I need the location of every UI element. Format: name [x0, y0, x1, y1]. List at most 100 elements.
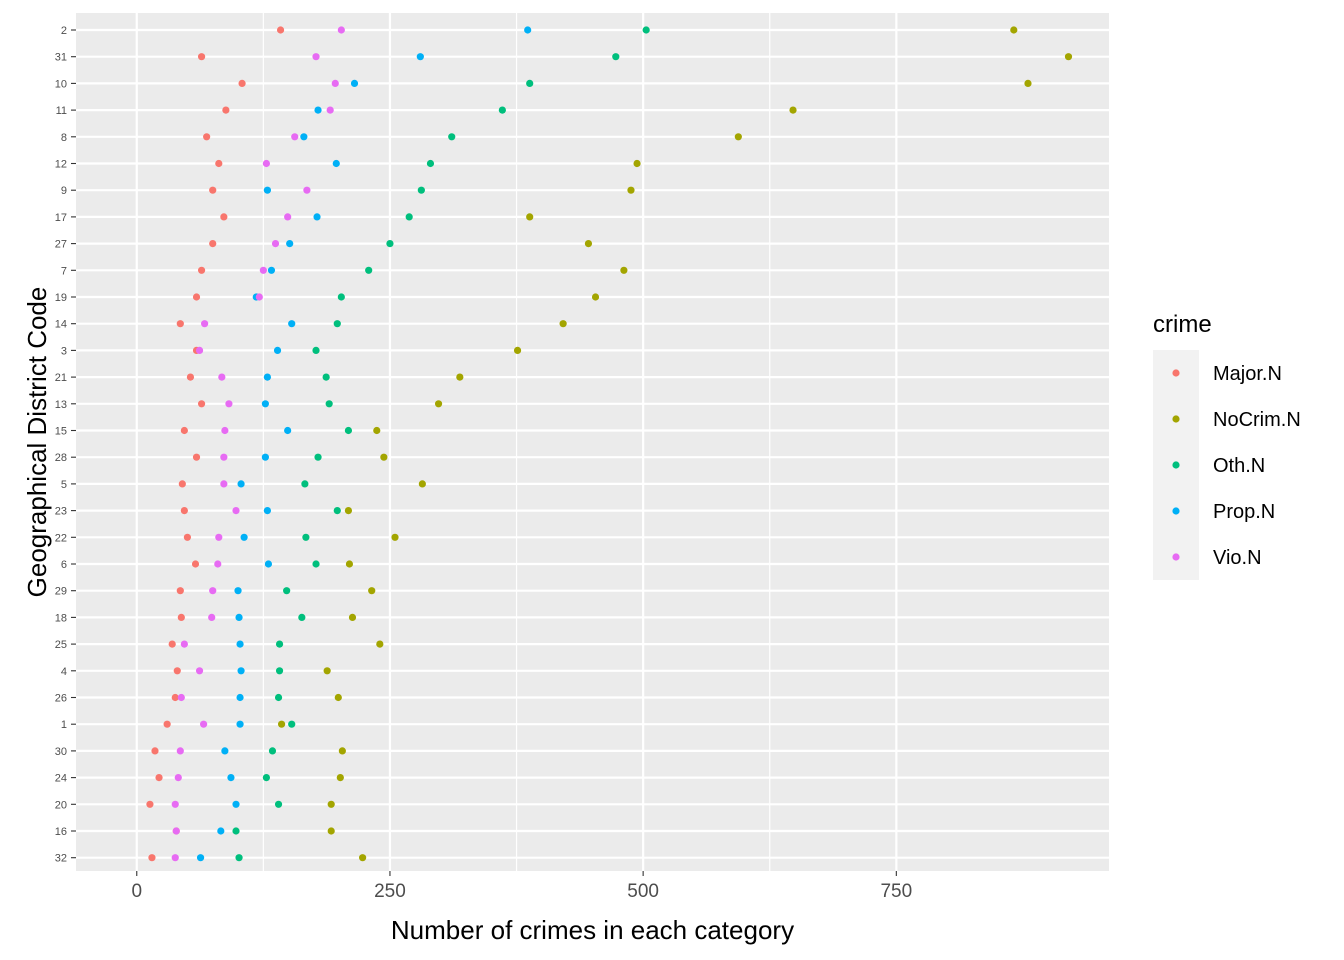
legend-key-major-n	[1172, 369, 1180, 377]
data-point	[222, 106, 230, 114]
data-point	[267, 266, 276, 274]
data-point	[209, 240, 217, 248]
data-point	[220, 453, 228, 461]
data-point	[220, 213, 228, 221]
data-point	[344, 426, 353, 435]
legend-key-nocrim-n	[1172, 415, 1180, 423]
data-point	[232, 507, 240, 515]
data-point	[218, 373, 226, 381]
data-point	[235, 613, 243, 622]
data-point	[220, 480, 228, 488]
data-point	[209, 186, 217, 194]
data-point	[214, 560, 222, 568]
data-point	[312, 53, 320, 61]
data-point	[215, 159, 223, 168]
data-point	[234, 587, 242, 595]
data-point	[426, 159, 435, 168]
data-point	[275, 640, 284, 648]
data-point	[312, 560, 320, 568]
data-point	[416, 53, 424, 61]
data-point	[171, 693, 179, 702]
data-point	[255, 293, 263, 301]
data-point	[146, 800, 154, 808]
data-point	[291, 133, 299, 141]
data-point	[271, 240, 280, 248]
data-point	[232, 800, 240, 808]
data-point	[418, 480, 426, 488]
y-tick-label: 30	[55, 746, 67, 758]
x-tick-label: 750	[880, 881, 912, 902]
data-point	[314, 453, 322, 461]
data-point	[1024, 79, 1032, 87]
data-point	[338, 747, 346, 755]
data-point	[197, 53, 206, 61]
data-point	[584, 240, 593, 248]
y-tick-label: 18	[55, 612, 67, 624]
data-point	[215, 533, 223, 541]
data-point	[1064, 53, 1073, 61]
data-point	[434, 400, 443, 408]
data-point	[201, 320, 209, 328]
data-point	[261, 453, 269, 461]
data-point	[620, 266, 628, 274]
data-point	[524, 26, 532, 34]
x-axis-ticks: 0 250 500 750	[131, 871, 912, 902]
data-point	[380, 453, 388, 461]
data-point	[264, 560, 273, 568]
y-tick-label: 21	[55, 372, 67, 384]
data-point	[183, 533, 192, 541]
data-point	[259, 266, 267, 274]
y-tick-label: 32	[55, 853, 67, 865]
data-point	[232, 827, 240, 835]
data-point	[217, 827, 225, 835]
data-point	[301, 480, 309, 488]
data-point	[386, 240, 394, 248]
data-point	[327, 827, 335, 835]
data-point	[284, 426, 292, 435]
minor-gridlines	[262, 13, 771, 871]
data-point	[633, 159, 641, 168]
data-point	[176, 320, 184, 328]
y-tick-label: 3	[61, 345, 67, 357]
data-point	[177, 613, 185, 622]
plot-panel	[76, 13, 1109, 871]
data-point	[642, 26, 650, 34]
data-point	[313, 213, 321, 221]
y-tick-label: 17	[55, 212, 67, 224]
data-point	[627, 186, 635, 194]
legend-key-prop-n	[1172, 507, 1180, 515]
data-point	[331, 79, 339, 87]
data-point	[283, 587, 291, 595]
y-tick-label: 1	[61, 719, 67, 731]
data-point	[262, 774, 270, 782]
data-point	[302, 533, 310, 541]
data-point	[174, 774, 182, 782]
data-point	[323, 667, 331, 675]
data-point	[263, 373, 272, 381]
y-tick-label: 25	[55, 639, 67, 651]
data-point	[208, 613, 216, 622]
data-point	[284, 213, 292, 221]
data-point	[180, 426, 188, 435]
data-point	[192, 293, 201, 301]
data-point	[196, 854, 205, 862]
data-point	[268, 747, 277, 755]
data-point	[180, 640, 188, 648]
data-point	[348, 613, 357, 622]
y-tick-label: 14	[55, 319, 67, 331]
data-point	[405, 213, 413, 221]
data-point	[333, 507, 341, 515]
data-point	[261, 400, 269, 408]
data-point	[172, 827, 180, 835]
data-point	[350, 79, 359, 87]
y-tick-label: 23	[55, 506, 67, 518]
data-point	[327, 800, 335, 808]
data-point	[417, 186, 425, 194]
data-point	[148, 854, 156, 862]
data-point	[197, 266, 206, 274]
y-axis-ticks: 2311011812917277191432113152852322629182…	[55, 25, 76, 865]
data-point	[177, 693, 185, 702]
data-point	[337, 293, 345, 301]
data-point	[303, 186, 311, 194]
